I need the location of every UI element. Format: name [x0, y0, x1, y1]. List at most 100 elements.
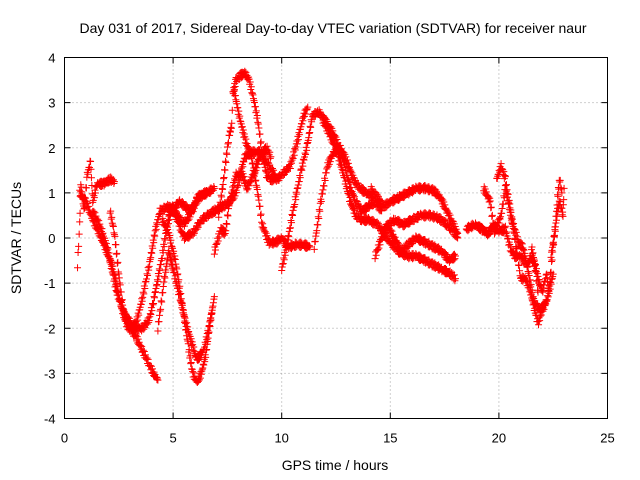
data-point: [99, 229, 107, 237]
data-point: [266, 161, 274, 169]
data-point: [335, 150, 343, 158]
data-point: [338, 165, 346, 173]
data-point: [80, 193, 88, 201]
data-point: [202, 189, 210, 197]
chart-title: Day 031 of 2017, Sidereal Day-to-day VTE…: [79, 20, 586, 36]
data-point: [343, 183, 351, 191]
data-point: [299, 162, 307, 170]
data-point: [91, 189, 99, 197]
data-point: [211, 246, 219, 254]
data-point: [112, 275, 120, 283]
data-point: [178, 300, 186, 308]
data-point: [177, 295, 185, 303]
data-point: [373, 218, 381, 226]
data-point: [513, 254, 521, 262]
data-point: [254, 118, 262, 126]
data-point: [257, 139, 265, 147]
data-point: [305, 242, 313, 250]
data-point: [523, 276, 531, 284]
data-point: [539, 288, 547, 296]
data-point: [109, 223, 117, 231]
data-point: [391, 233, 399, 241]
data-point: [222, 227, 230, 235]
y-tick-label: 1: [48, 186, 55, 201]
data-point: [383, 220, 391, 228]
data-point: [149, 244, 157, 252]
data-point: [441, 201, 449, 209]
series-sat-j: [210, 142, 275, 258]
data-point: [285, 227, 293, 235]
data-point: [537, 311, 545, 319]
data-point: [503, 186, 511, 194]
data-point: [261, 228, 269, 236]
data-point: [85, 164, 93, 172]
data-point: [545, 282, 553, 290]
data-point: [179, 309, 187, 317]
x-tick-label: 0: [61, 431, 68, 446]
data-point: [346, 193, 354, 201]
data-point: [122, 311, 130, 319]
data-point: [190, 343, 198, 351]
data-point: [223, 143, 231, 151]
data-point: [88, 190, 96, 198]
data-point: [551, 227, 559, 235]
data-point: [306, 129, 314, 137]
data-point: [222, 219, 230, 227]
data-point: [141, 351, 149, 359]
data-point: [531, 261, 539, 269]
data-point: [558, 189, 566, 197]
data-point: [501, 182, 509, 190]
data-point: [148, 365, 156, 373]
data-point: [200, 192, 208, 200]
data-point: [446, 211, 454, 219]
data-point: [210, 184, 218, 192]
data-point: [238, 123, 246, 131]
data-point: [134, 316, 142, 324]
data-point: [549, 238, 557, 246]
data-point: [525, 272, 533, 280]
data-point: [175, 218, 183, 226]
data-point: [171, 252, 179, 260]
data-point: [194, 223, 202, 231]
data-point: [321, 118, 329, 126]
data-point: [182, 326, 190, 334]
data-point: [279, 260, 287, 268]
data-point: [314, 213, 322, 221]
data-point: [162, 268, 170, 276]
y-tick-label: 0: [48, 231, 55, 246]
data-point: [243, 139, 251, 147]
data-point: [521, 273, 529, 281]
data-point: [163, 222, 171, 230]
data-point: [243, 186, 251, 194]
data-point: [154, 277, 162, 285]
data-point: [170, 247, 178, 255]
data-point: [226, 199, 234, 207]
data-point: [266, 148, 274, 156]
data-point: [151, 232, 159, 240]
data-point: [240, 173, 248, 181]
data-point: [161, 221, 169, 229]
data-point: [144, 355, 152, 363]
data-point: [231, 177, 239, 185]
data-point: [485, 198, 493, 206]
data-point: [253, 112, 261, 120]
data-point: [256, 130, 264, 138]
data-point: [398, 250, 406, 258]
data-point: [282, 246, 290, 254]
data-point: [84, 199, 92, 207]
y-tick-label: -3: [44, 366, 56, 381]
data-point: [242, 135, 250, 143]
data-point: [511, 234, 519, 242]
data-point: [292, 188, 300, 196]
y-tick-label: 2: [48, 141, 55, 156]
data-point: [534, 272, 542, 280]
data-point: [557, 184, 565, 192]
data-point: [506, 200, 514, 208]
data-point: [190, 369, 198, 377]
data-point: [497, 160, 505, 168]
data-point: [241, 67, 249, 75]
data-point: [313, 227, 321, 235]
data-point: [248, 177, 256, 185]
data-point: [85, 202, 93, 210]
data-point: [494, 222, 502, 230]
